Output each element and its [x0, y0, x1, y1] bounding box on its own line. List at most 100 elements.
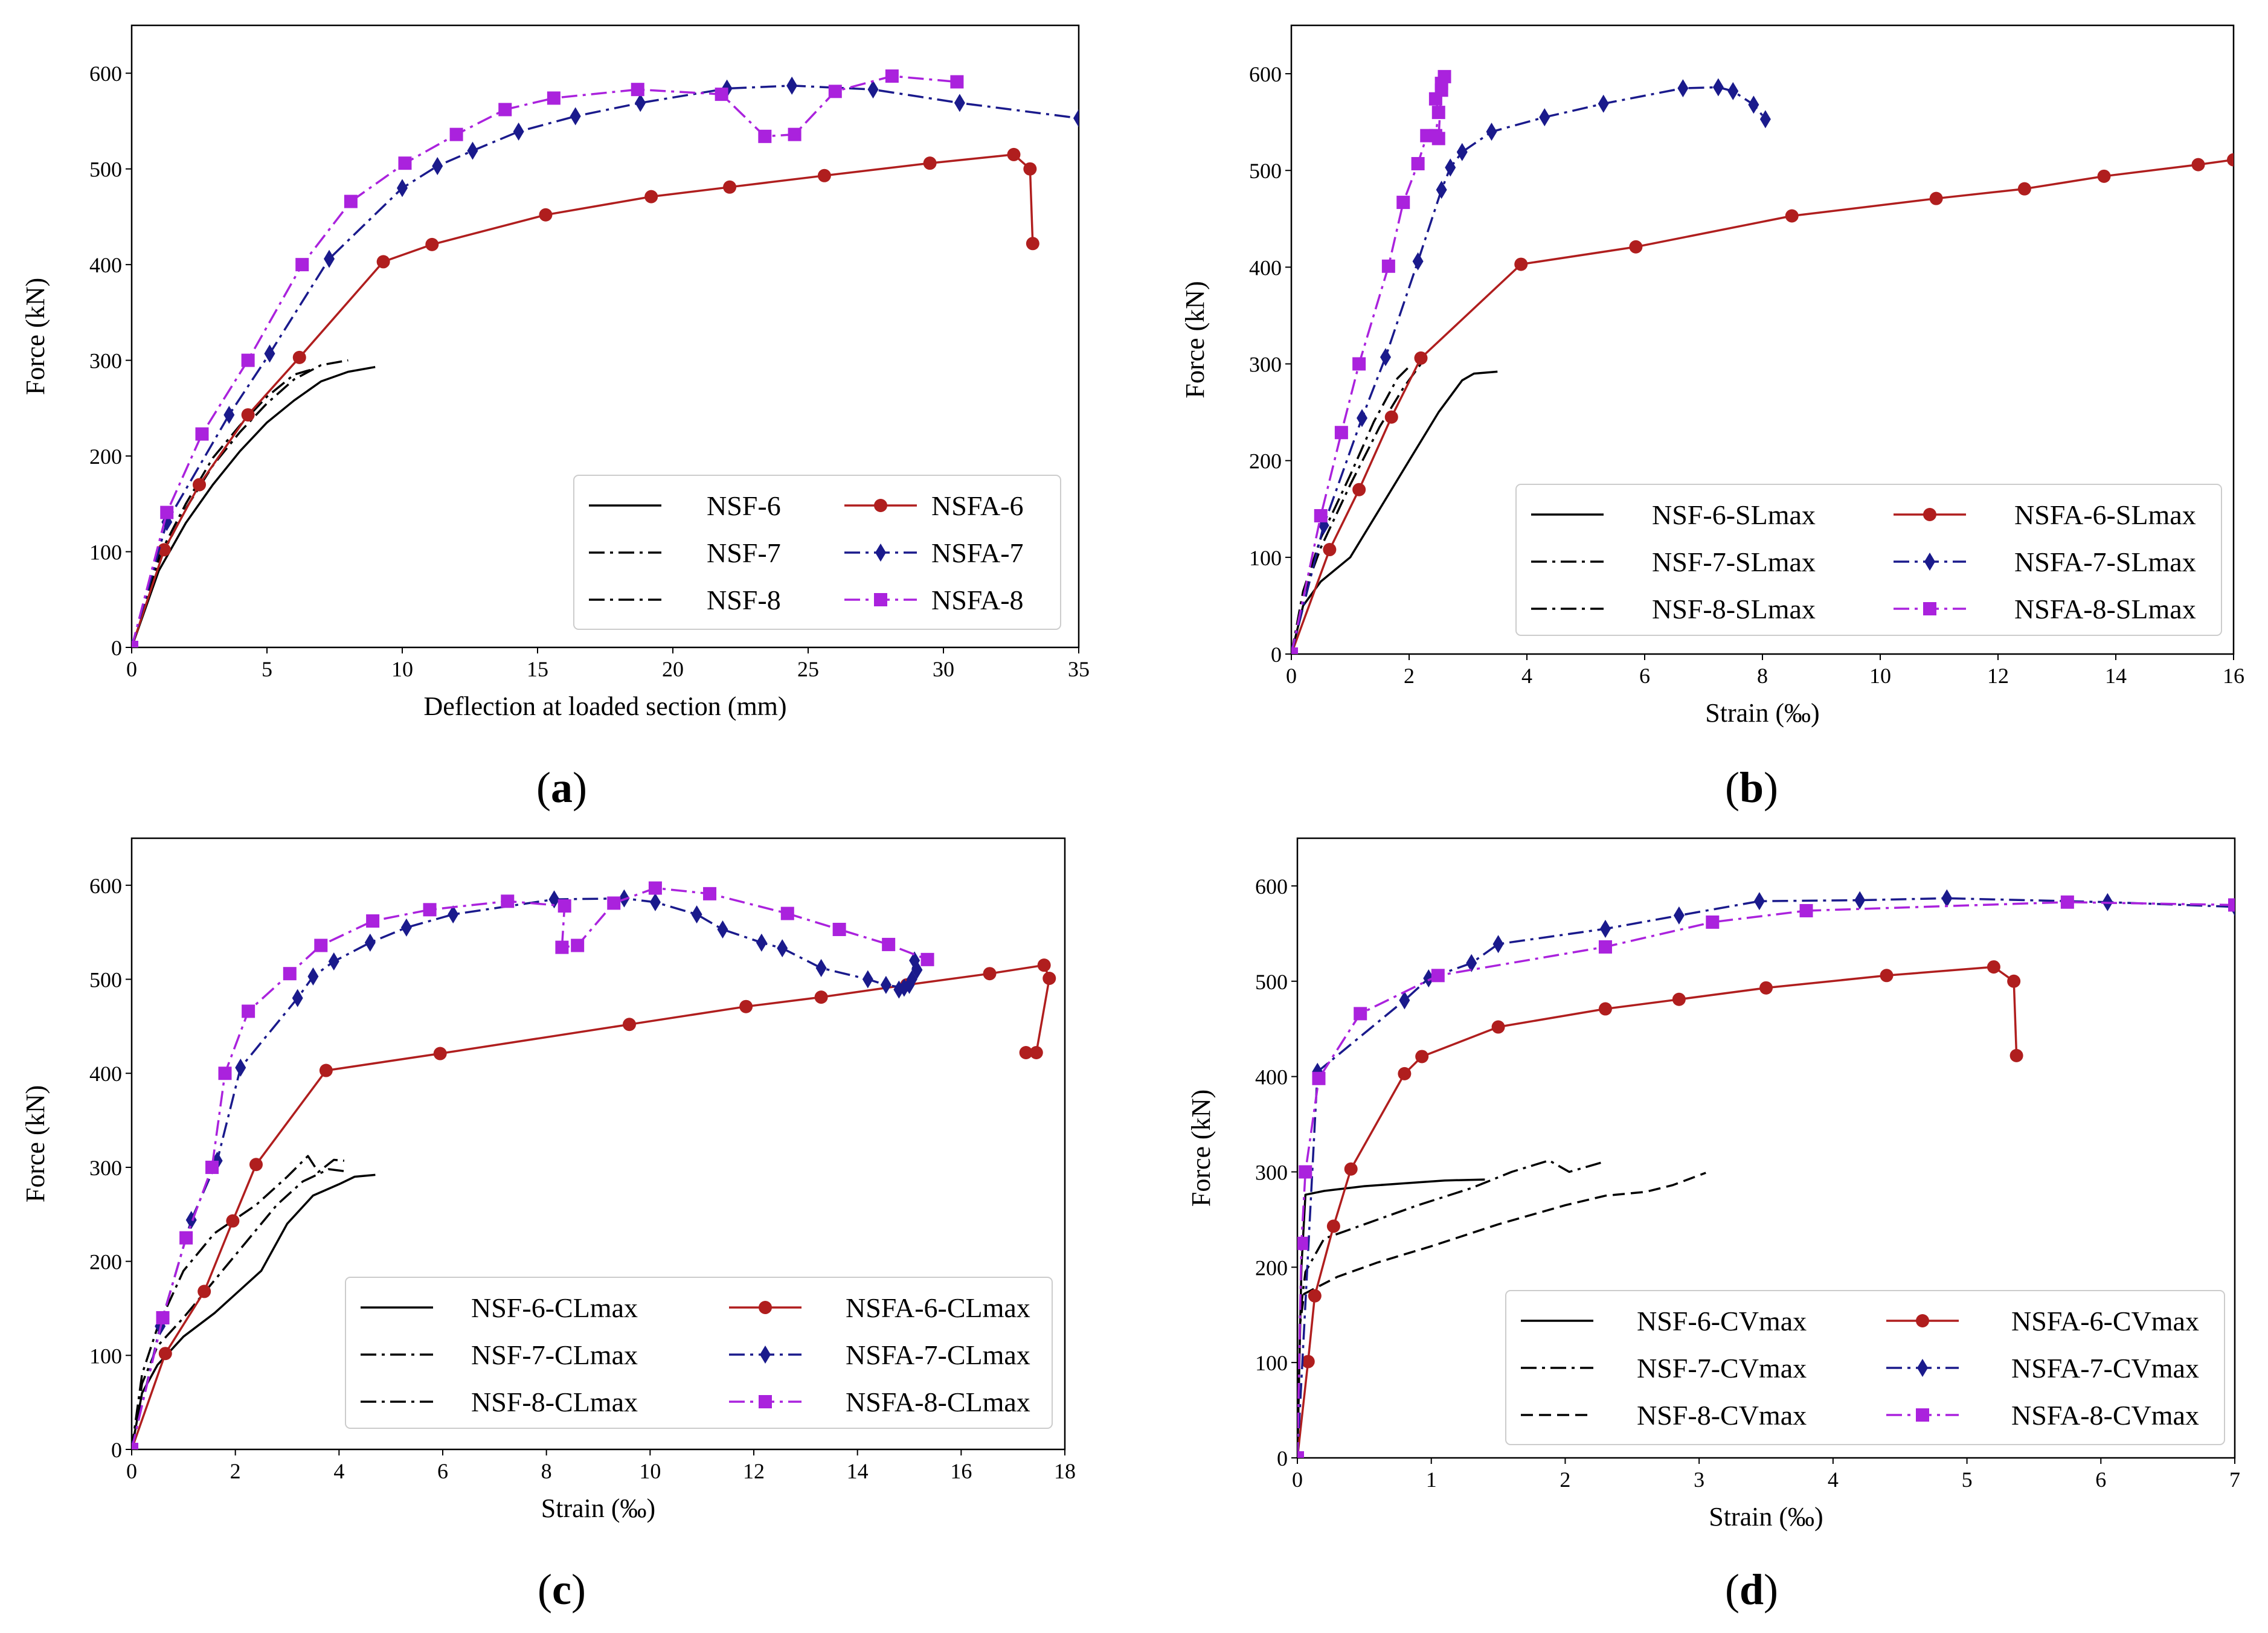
marker-square	[631, 83, 644, 97]
x-tick-label: 18	[1054, 1459, 1076, 1483]
x-tick-label: 1	[1426, 1468, 1437, 1492]
marker-square	[547, 91, 561, 105]
marker-square	[283, 967, 297, 981]
legend: NSF-6 NSF-7 NSF-8 NSFA-6 NSFA-7 NSFA-8	[573, 475, 1061, 630]
x-tick-label: 16	[950, 1459, 972, 1483]
legend-label-nsf-7-slmax: NSF-7-SLmax	[1652, 547, 1816, 577]
marker-square	[241, 353, 255, 367]
marker-diamond	[1399, 991, 1410, 1010]
x-tick-label: 5	[262, 657, 272, 681]
marker-diamond	[1357, 409, 1367, 428]
marker-circle	[1987, 960, 2000, 974]
series-line-nsf-7-cvmax	[1297, 1159, 1606, 1458]
marker-square	[648, 881, 662, 895]
marker-circle	[1007, 147, 1021, 161]
marker-circle	[1029, 1045, 1043, 1059]
marker-diamond	[1677, 79, 1689, 98]
y-tick-label: 400	[89, 253, 122, 277]
marker-square	[2060, 895, 2074, 909]
marker-circle	[158, 1347, 172, 1361]
marker-square	[218, 1067, 232, 1080]
marker-diamond	[1412, 252, 1424, 271]
marker-square	[1916, 1408, 1929, 1422]
y-tick-label: 300	[89, 349, 122, 373]
marker-diamond	[235, 1058, 246, 1077]
marker-diamond	[760, 1346, 771, 1364]
marker-square	[314, 938, 328, 952]
marker-diamond	[328, 952, 339, 970]
legend-label-nsf-8-clmax: NSF-8-CLmax	[471, 1387, 638, 1417]
y-tick-label: 600	[89, 62, 122, 86]
marker-diamond	[307, 967, 319, 986]
series-group	[1297, 889, 2235, 1458]
marker-circle	[157, 543, 171, 557]
marker-circle	[817, 168, 831, 182]
plot-frame	[1296, 837, 2236, 1459]
marker-diamond	[880, 975, 891, 994]
marker-square	[1299, 1165, 1312, 1179]
series-line-nsfa-7-slmax	[1291, 86, 1767, 654]
marker-circle	[198, 1285, 211, 1298]
marker-diamond	[1673, 906, 1685, 925]
marker-square	[423, 903, 437, 917]
marker-square	[607, 896, 621, 910]
marker-circle	[1491, 1020, 1505, 1034]
y-tick-label: 600	[1255, 874, 1288, 899]
marker-circle	[723, 180, 737, 194]
marker-circle	[425, 237, 439, 251]
marker-square	[344, 194, 358, 208]
marker-diamond	[893, 980, 905, 999]
series-group	[132, 69, 1079, 647]
legend-label-nsf-7: NSF-7	[707, 537, 781, 568]
y-axis-label: Force (kN)	[1180, 281, 1210, 398]
panel-a: 0 5 10 15 20 25 30 35 0 100 200 300 400 500 600 Deflect…	[21, 24, 1090, 812]
series-line-nsf-6-clmax	[132, 1173, 376, 1449]
series-line-nsf-8-clmax	[132, 1168, 345, 1449]
y-tick-label: 100	[89, 1344, 122, 1368]
marker-diamond	[432, 156, 443, 175]
marker-circle	[1514, 257, 1528, 271]
panel-label: (a)	[536, 763, 587, 812]
marker-square	[1354, 1007, 1367, 1021]
x-tick-label: 10	[1869, 664, 1891, 688]
marker-square	[555, 940, 569, 954]
marker-diamond	[467, 141, 478, 160]
marker-square	[557, 899, 571, 913]
x-tick-label: 25	[797, 657, 819, 681]
x-tick-label: 2	[1404, 664, 1415, 688]
marker-square	[1434, 77, 1448, 91]
marker-diamond	[548, 890, 560, 909]
marker-square	[1431, 132, 1445, 146]
y-tick-label: 0	[1271, 643, 1282, 667]
marker-diamond	[223, 405, 235, 424]
marker-diamond	[904, 975, 915, 994]
marker-square	[1314, 509, 1328, 522]
marker-circle	[292, 350, 306, 364]
marker-circle	[376, 255, 390, 269]
marker-circle	[2007, 974, 2021, 988]
marker-square	[1312, 1071, 1326, 1085]
marker-diamond	[448, 905, 459, 924]
marker-diamond	[1598, 94, 1609, 113]
y-tick-label: 300	[89, 1156, 122, 1180]
marker-circle	[1598, 1002, 1612, 1016]
legend: NSF-6-CVmax NSF-7-CVmax NSF-8-CVmax NSFA-6-…	[1505, 1290, 2225, 1445]
legend-label-nsfa-8: NSFA-8	[931, 585, 1024, 615]
x-tick-label: 3	[1694, 1468, 1704, 1492]
marker-square	[1923, 602, 1936, 615]
y-tick-label: 600	[89, 874, 122, 898]
marker-square	[1291, 647, 1298, 654]
x-tick-label: 8	[1757, 664, 1768, 688]
x-tick-label: 0	[1286, 664, 1297, 688]
marker-diamond	[635, 94, 646, 112]
x-axis-label: Deflection at loaded section (mm)	[423, 691, 786, 721]
legend-label-nsf-7-clmax: NSF-7-CLmax	[471, 1339, 638, 1370]
marker-circle	[644, 190, 658, 204]
series-line-nsfa-6-clmax	[132, 964, 1051, 1449]
marker-square	[2228, 898, 2235, 912]
x-axis-label: Strain (‰)	[1709, 1502, 1823, 1532]
marker-circle	[1880, 969, 1894, 983]
y-tick-label: 200	[89, 444, 122, 469]
marker-diamond	[364, 933, 376, 952]
marker-diamond	[324, 249, 335, 268]
